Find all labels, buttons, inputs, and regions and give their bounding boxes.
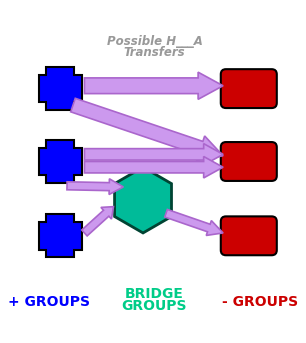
Text: Possible H___A: Possible H___A <box>106 35 202 48</box>
Polygon shape <box>84 72 223 99</box>
Text: GROUPS: GROUPS <box>122 299 187 313</box>
Polygon shape <box>165 210 223 235</box>
Polygon shape <box>84 144 223 165</box>
Text: + GROUPS: + GROUPS <box>8 295 90 309</box>
Polygon shape <box>114 167 171 233</box>
FancyBboxPatch shape <box>221 69 277 108</box>
Polygon shape <box>82 206 114 236</box>
Text: Transfers: Transfers <box>124 46 185 59</box>
Polygon shape <box>84 156 223 178</box>
Text: - GROUPS: - GROUPS <box>222 295 298 309</box>
FancyBboxPatch shape <box>221 216 277 255</box>
FancyBboxPatch shape <box>221 142 277 181</box>
Polygon shape <box>67 179 123 194</box>
Polygon shape <box>71 98 223 161</box>
Polygon shape <box>39 214 82 257</box>
Polygon shape <box>39 67 82 110</box>
Text: BRIDGE: BRIDGE <box>125 287 184 301</box>
Polygon shape <box>39 140 82 183</box>
